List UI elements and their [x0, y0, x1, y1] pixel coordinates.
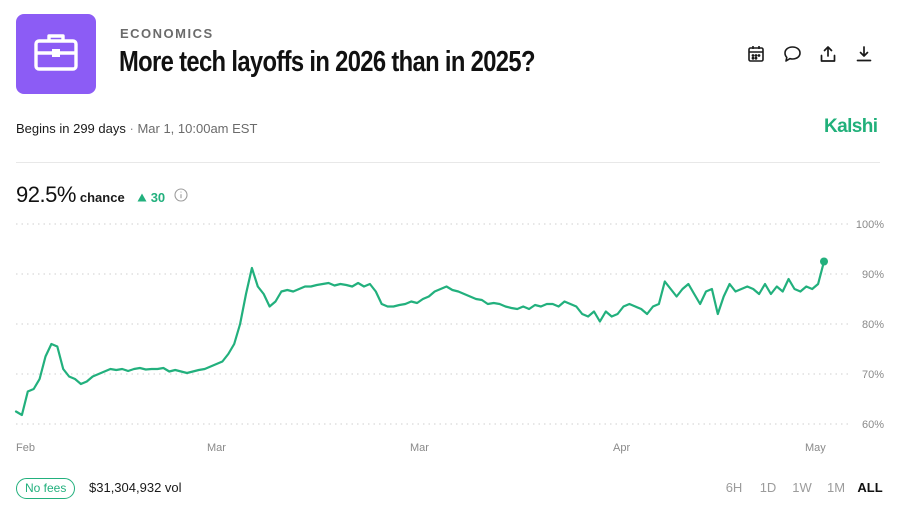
chance-line	[14, 260, 826, 417]
no-fees-badge: No fees	[16, 478, 76, 499]
download-icon[interactable]	[852, 42, 876, 66]
y-tick-label: 100%	[856, 219, 884, 231]
range-selector: 6H 1D 1W 1M ALL	[717, 480, 887, 495]
begins-countdown: Begins in 299 days	[16, 121, 126, 136]
calendar-icon[interactable]	[744, 42, 768, 66]
range-6h[interactable]: 6H	[725, 480, 743, 495]
market-title: More tech layoffs in 2026 than in 2025?	[119, 46, 535, 78]
triangle-up-icon	[137, 190, 147, 205]
market-actions	[744, 42, 876, 66]
begins-date: Mar 1, 10:00am EST	[137, 121, 258, 136]
section-divider	[16, 162, 880, 163]
delta-value: 30	[150, 190, 166, 205]
market-logo	[16, 14, 96, 94]
range-1d[interactable]: 1D	[759, 480, 777, 495]
separator-dot: ·	[129, 121, 134, 136]
current-value-dot	[820, 257, 828, 266]
y-tick-label: 70%	[862, 369, 884, 381]
brand-logo[interactable]: Kalshi	[824, 116, 878, 137]
x-tick-label: May	[805, 442, 826, 454]
comment-icon[interactable]	[780, 42, 804, 66]
chance-label: chance	[79, 190, 125, 205]
chance-delta: 30	[137, 190, 165, 205]
volume-text: $31,304,932 vol	[89, 480, 182, 495]
market-category: ECONOMICS	[120, 26, 214, 41]
price-chart[interactable]: 100% 90% 80% 70% 60% Feb Mar Mar Apr May	[0, 210, 901, 462]
y-tick-label: 90%	[862, 269, 884, 281]
range-1w[interactable]: 1W	[792, 480, 812, 495]
chance-value: 92.5%	[16, 182, 76, 207]
range-all[interactable]: ALL	[857, 480, 883, 495]
x-tick-label: Mar	[207, 442, 226, 454]
briefcase-icon	[33, 32, 79, 77]
share-icon[interactable]	[816, 42, 840, 66]
y-tick-label: 60%	[862, 419, 884, 431]
y-tick-label: 80%	[862, 319, 884, 331]
info-icon[interactable]	[174, 188, 188, 202]
x-tick-label: Apr	[613, 442, 630, 454]
x-tick-label: Mar	[410, 442, 429, 454]
range-1m[interactable]: 1M	[826, 480, 846, 495]
market-schedule: Begins in 299 days · Mar 1, 10:00am EST	[16, 121, 257, 136]
x-tick-label: Feb	[16, 442, 35, 454]
odds-summary: 92.5% chance 30	[16, 182, 188, 208]
